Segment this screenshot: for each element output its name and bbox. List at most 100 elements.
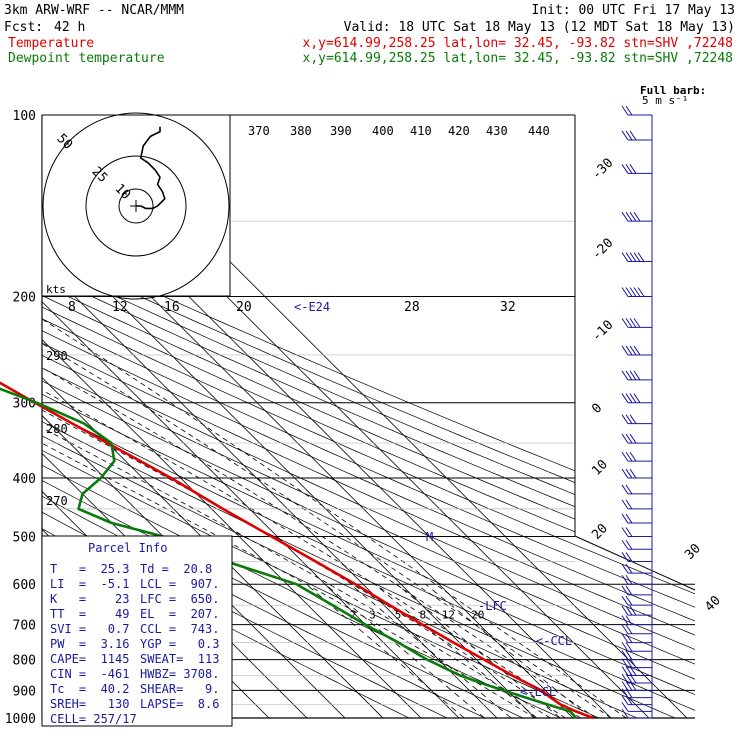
- wind-barb-flag: [625, 130, 633, 141]
- wind-barb-flag: [629, 451, 637, 462]
- wind-barb-flag: [621, 574, 629, 585]
- theta-label-left: 280: [46, 422, 68, 436]
- isotherm-label-right: -30: [589, 156, 616, 183]
- wind-barb: [621, 287, 652, 298]
- wind-barb-flag: [637, 252, 645, 262]
- mixing-ratio-label: 5: [395, 609, 402, 622]
- parcel-info-rows: T = 25.3 Td = 20.8 LI = -5.1 LCL = 907. K = …: [50, 562, 219, 726]
- parcel-info-right: LFC = 650.: [140, 592, 219, 606]
- wind-barb: [621, 527, 652, 537]
- wind-barb-flag: [625, 681, 633, 691]
- wind-barb-flag: [633, 211, 641, 222]
- hodograph-speed-tick: 16: [164, 300, 180, 315]
- model-title: 3km ARW-WRF -- NCAR/MMM: [4, 3, 184, 18]
- wind-barb-flag: [625, 451, 633, 462]
- barb-key-title: Full barb:: [640, 84, 706, 97]
- mixing-ratio-line: [374, 583, 538, 718]
- wind-barb-flag: [621, 130, 629, 141]
- wind-barb-flag: [633, 345, 641, 356]
- parcel-info-right: LAPSE= 8.6: [140, 697, 219, 711]
- wind-barb: [621, 574, 652, 585]
- wind-barb-flag: [629, 345, 637, 356]
- isotherm-line: [0, 115, 3, 718]
- isotherm-label-right: 40: [702, 593, 724, 615]
- valid-time: Valid: 18 UTC Sat 18 May 13 (12 MDT Sat …: [344, 20, 735, 35]
- isotherm-label-right: 10: [589, 457, 611, 479]
- wind-barb-flag: [629, 605, 637, 616]
- fcst-value: 42 h: [54, 20, 85, 35]
- wind-barb: [621, 345, 652, 356]
- wind-barb-flag: [621, 585, 629, 596]
- dry-adiabat-line: [42, 115, 695, 718]
- dewpoint-line: [0, 387, 577, 719]
- wind-barb-flag: [625, 695, 633, 705]
- moist-adiabat-line: [42, 296, 627, 718]
- parcel-info-right: HWBZ= 3708.: [140, 667, 219, 681]
- moist-adiabat-line: [42, 296, 551, 718]
- wind-barb-flag: [621, 499, 629, 510]
- dry-adiabat-line: [42, 115, 695, 718]
- pressure-tick-label: 700: [13, 619, 36, 634]
- parcel-info-box: Parcel Info T = 25.3 Td = 20.8 LI = -5.1 LC…: [41, 535, 233, 727]
- wind-barb: [621, 595, 652, 606]
- wind-barb-flag: [621, 695, 629, 705]
- parcel-info-right: SWEAT= 113: [140, 652, 219, 666]
- wind-barb: [621, 539, 652, 550]
- parcel-info-title: Parcel Info: [88, 541, 167, 555]
- parcel-info-left: T = 25.3: [50, 562, 129, 576]
- wind-barb: [621, 708, 652, 719]
- dry-adiabat-line: [42, 115, 695, 718]
- parcel-info-right: LCL = 907.: [140, 577, 219, 591]
- parcel-info-left: CAPE= 1145: [50, 652, 129, 666]
- wind-barb-flag: [625, 211, 633, 222]
- wind-barb: [621, 688, 652, 699]
- lfc-marker: -LFC: [478, 599, 507, 613]
- mixing-ratio-line: [425, 583, 592, 718]
- wind-barb-flag: [625, 563, 633, 574]
- wind-barb-flag: [629, 433, 637, 444]
- wind-barb: [621, 605, 652, 616]
- mixing-ratio-label: 8: [420, 609, 427, 622]
- parcel-info-right: SHEAR= 9.: [140, 682, 219, 696]
- parcel-info-left: CIN = -461: [50, 667, 129, 681]
- wind-barb: [621, 252, 652, 263]
- mixing-ratio-label: 20: [471, 609, 484, 622]
- wind-barb-flag: [621, 211, 629, 222]
- wind-barb: [621, 702, 652, 712]
- wind-barb-flag: [629, 370, 637, 381]
- wind-barb: [621, 658, 652, 669]
- m-marker: M: [426, 530, 433, 544]
- wind-barb-flag: [621, 318, 629, 328]
- isotherm-label-right: 20: [589, 521, 611, 543]
- parcel-info-right: CCL = 743.: [140, 622, 219, 636]
- theta-label-top: 380: [290, 124, 312, 138]
- dry-adiabat-line: [42, 115, 695, 718]
- wind-barb-flag: [625, 624, 633, 635]
- wind-barb-flag: [621, 414, 629, 424]
- wind-barb-flag: [625, 539, 633, 550]
- wind-barb-flag: [625, 370, 633, 381]
- wind-barb: [621, 585, 652, 596]
- pressure-tick-label: 800: [13, 654, 36, 669]
- temperature-line: [0, 381, 594, 720]
- pressure-tick-label: 100: [13, 109, 36, 124]
- wind-barb-flag: [633, 252, 641, 262]
- wind-barb: [621, 695, 652, 706]
- wind-barb-flag: [625, 105, 633, 116]
- wind-barb-flag: [625, 585, 633, 596]
- mixing-ratio-label: 2: [350, 609, 357, 622]
- wind-barb-flag: [625, 499, 633, 510]
- isotherm-label-right: 30: [682, 541, 704, 563]
- wind-barb-flag: [625, 673, 633, 684]
- parcel-info-left: CELL= 257/17: [50, 712, 137, 726]
- wind-barb-flag: [621, 666, 629, 676]
- theta-label-top: 370: [248, 124, 270, 138]
- wind-barb-flag: [621, 563, 629, 574]
- dry-adiabat-line: [42, 115, 695, 718]
- wind-barb: [621, 641, 652, 652]
- wind-barb-flag: [625, 633, 633, 643]
- wind-barb: [621, 650, 652, 661]
- hodograph-axis-label: kts: [46, 283, 66, 296]
- pressure-tick-label: 900: [13, 684, 36, 699]
- wind-barb: [621, 211, 652, 222]
